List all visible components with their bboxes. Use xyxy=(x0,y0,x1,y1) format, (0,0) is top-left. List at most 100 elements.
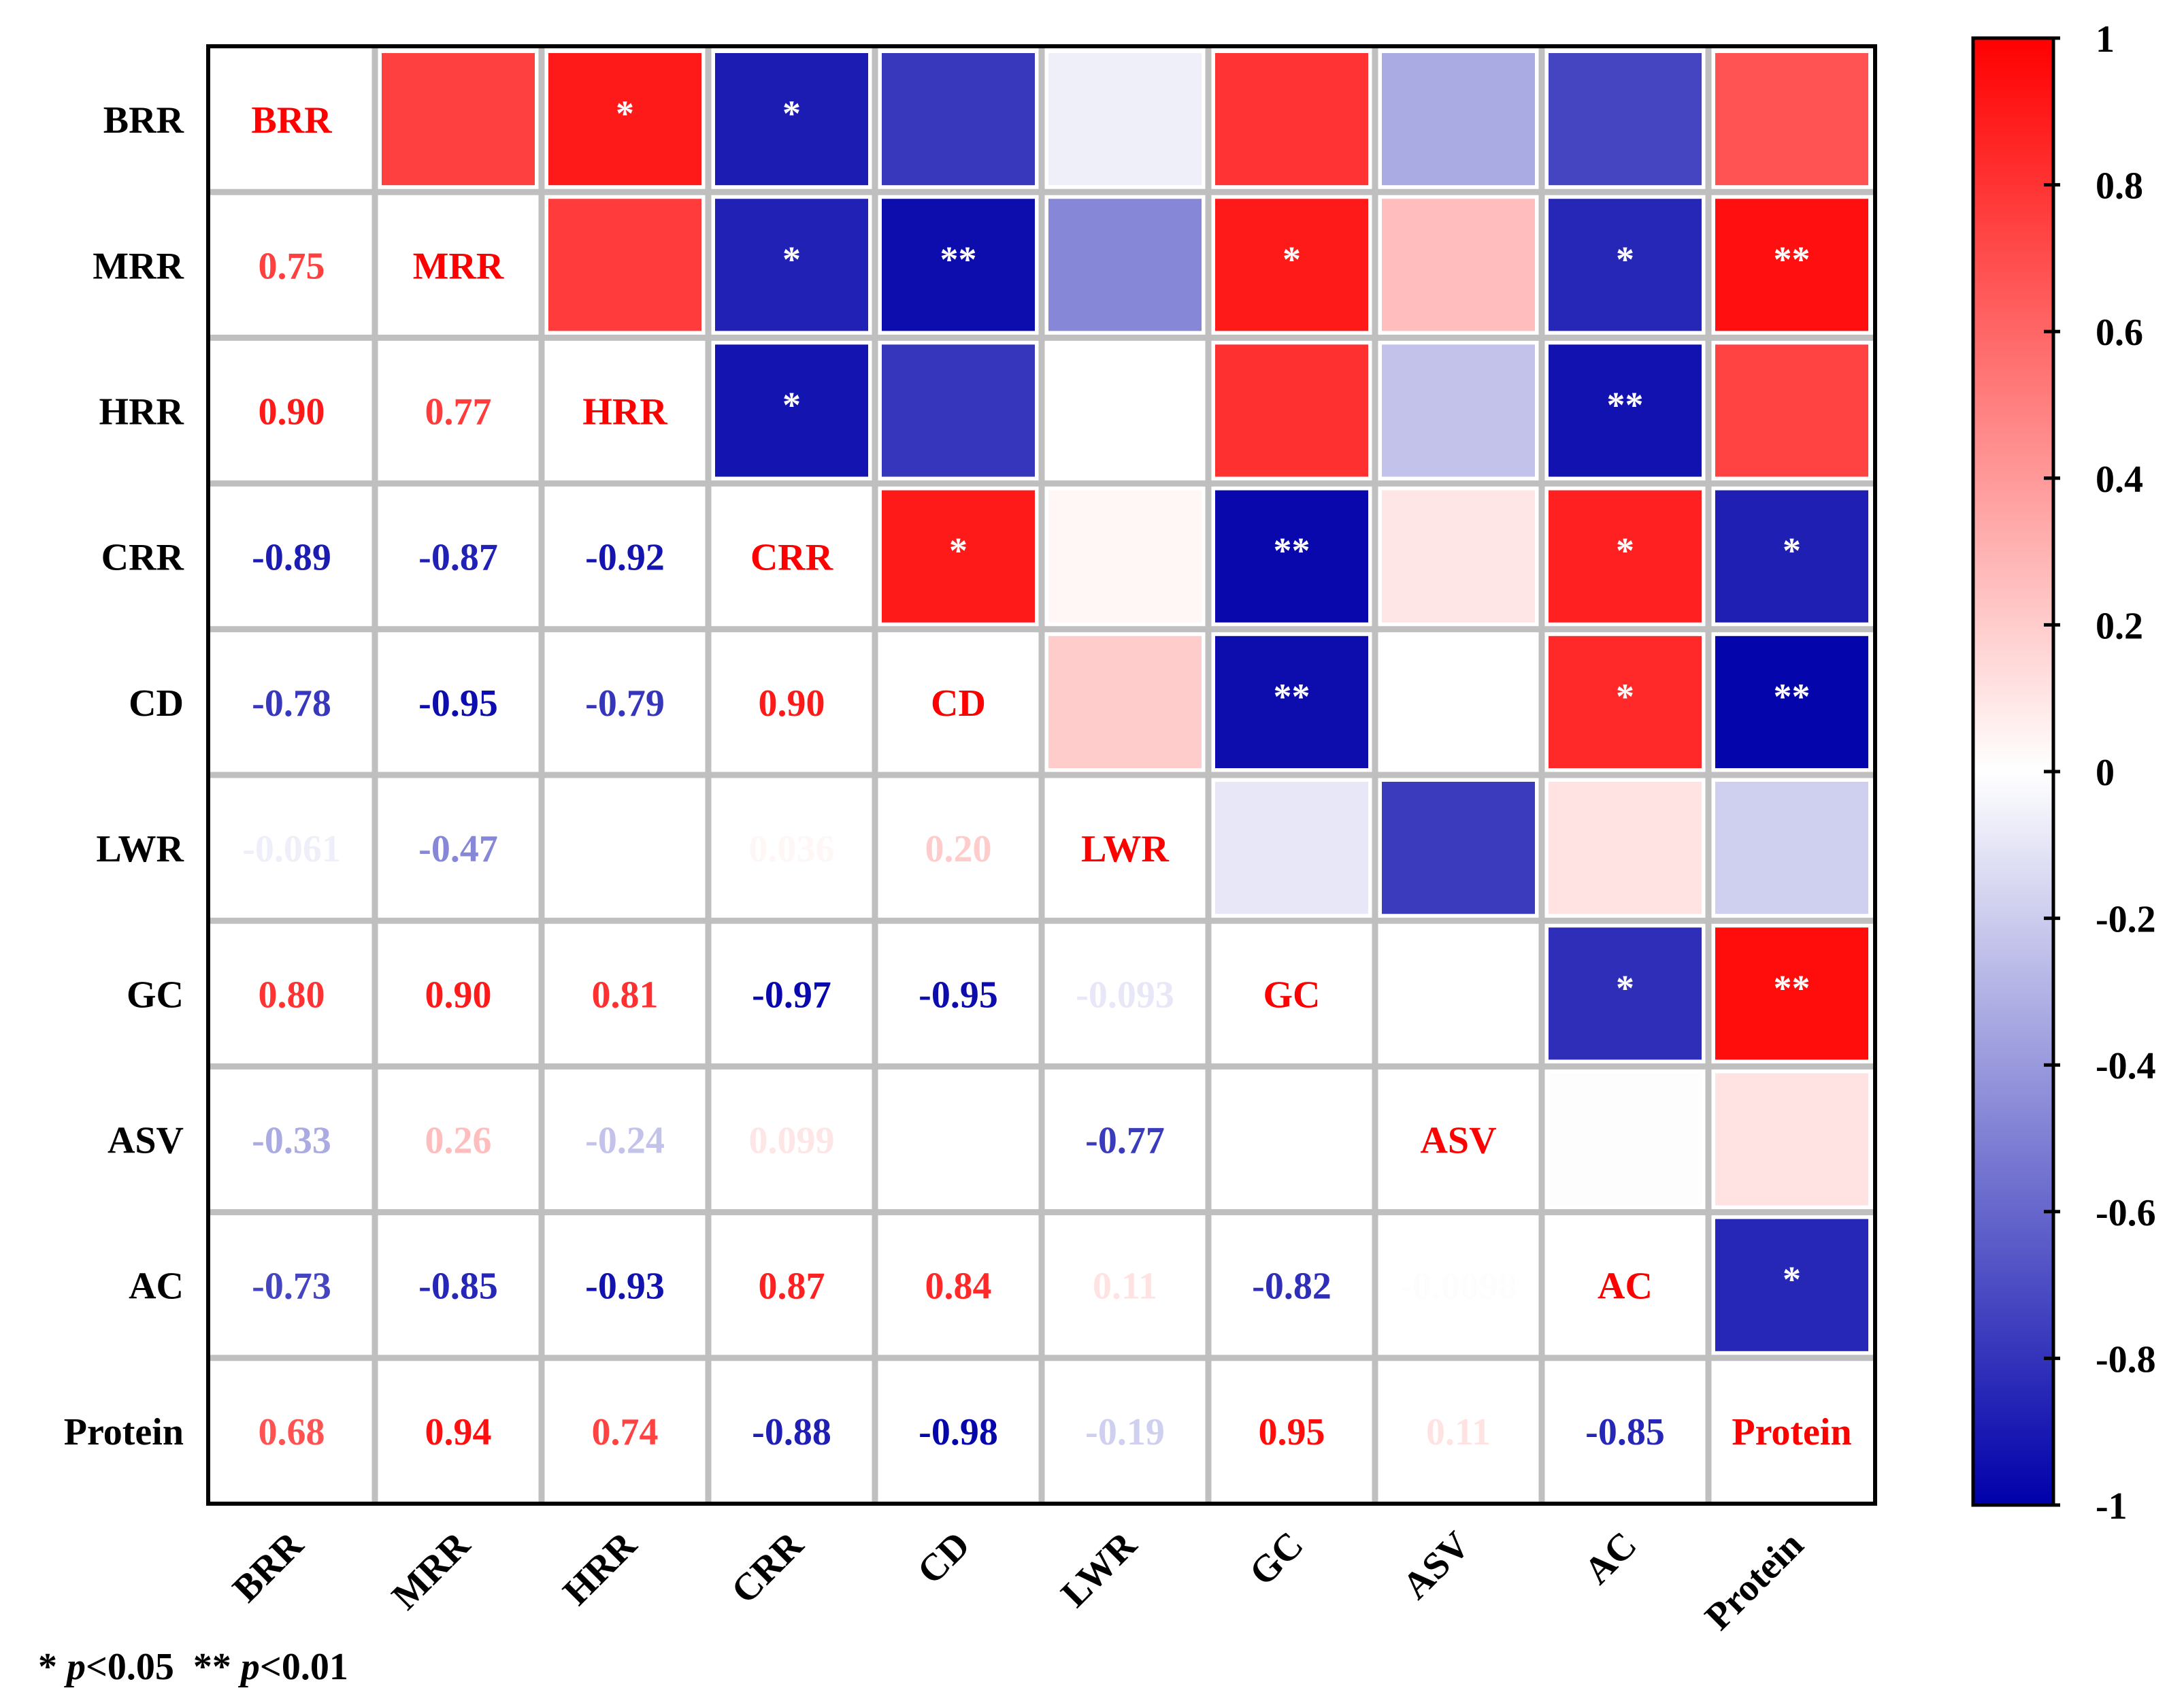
correlation-value-label: -0.95 xyxy=(919,974,998,1016)
significance-marker: * xyxy=(616,93,634,134)
colorbar-gradient xyxy=(1971,36,2055,1507)
significance-note: * p<0.05 ** p<0.01 xyxy=(38,1645,348,1689)
correlation-value-label: -0.92 xyxy=(585,537,665,579)
heatmap-cell xyxy=(1048,490,1202,623)
colorbar-tick-label: -0.8 xyxy=(2096,1338,2156,1381)
correlation-value-label: -0.88 xyxy=(752,1411,831,1453)
correlation-value-label: 0.036 xyxy=(749,828,835,870)
sig-note-threshold-2: <0.01 xyxy=(259,1646,348,1688)
significance-marker: * xyxy=(782,239,801,280)
correlation-value-label: 0.20 xyxy=(925,828,992,870)
significance-marker: * xyxy=(782,93,801,134)
correlation-value-label: -0.78 xyxy=(252,682,331,725)
row-label: AC xyxy=(129,1266,184,1308)
row-label: HRR xyxy=(99,391,184,433)
heatmap-cell xyxy=(1048,53,1202,186)
correlation-value-label: 0.26 xyxy=(425,1120,492,1162)
diagonal-label: GC xyxy=(1263,974,1321,1016)
heatmap-cell xyxy=(715,344,868,477)
heatmap-cell xyxy=(1215,199,1368,331)
significance-marker: * xyxy=(1616,531,1634,572)
heatmap-cell xyxy=(882,344,1035,477)
row-label: GC xyxy=(127,974,184,1016)
colorbar-tick-label: 0.2 xyxy=(2096,605,2143,647)
row-label: BRR xyxy=(103,99,184,142)
colorbar-tick-label: 0 xyxy=(2096,752,2115,794)
heatmap-frame xyxy=(206,44,1877,1506)
correlation-value-label: -0.73 xyxy=(252,1266,331,1308)
significance-marker: * xyxy=(1783,531,1801,572)
correlation-value-label: 0.80 xyxy=(259,974,325,1016)
diagonal-label: CD xyxy=(931,682,986,725)
diagonal-label: CRR xyxy=(750,537,833,579)
correlation-value-label: -0.87 xyxy=(418,537,498,579)
heatmap-cell xyxy=(1382,199,1535,331)
significance-marker: * xyxy=(782,385,801,426)
heatmap-cell xyxy=(1549,927,1702,1060)
correlation-value-label: 0.11 xyxy=(1093,1266,1157,1308)
colorbar-tick-label: 0.6 xyxy=(2096,312,2143,354)
heatmap-cell xyxy=(1715,1219,1868,1351)
significance-marker: * xyxy=(1616,968,1634,1008)
heatmap-cell xyxy=(1382,344,1535,477)
heatmap-cell xyxy=(1549,199,1702,331)
heatmap-cell xyxy=(1382,782,1535,914)
sig-note-threshold-1: <0.05 xyxy=(86,1646,174,1688)
heatmap-cell xyxy=(1382,490,1535,623)
diagonal-label: HRR xyxy=(582,391,667,433)
correlation-value-label: -0.98 xyxy=(919,1411,998,1453)
diagonal-label: Protein xyxy=(1732,1411,1851,1453)
heatmap-cell xyxy=(1048,344,1202,477)
heatmap-grid xyxy=(208,46,1875,1504)
heatmap-cells xyxy=(382,53,1868,1351)
correlation-value-label: 0.74 xyxy=(592,1411,659,1453)
heatmap-cell xyxy=(1215,490,1368,623)
significance-marker: ** xyxy=(1774,676,1810,717)
diagonal-label: ASV xyxy=(1420,1120,1496,1162)
correlation-value-label: -0.95 xyxy=(418,682,498,725)
significance-marker: ** xyxy=(1274,676,1310,717)
significance-marker: ** xyxy=(1774,968,1810,1008)
correlation-value-label: -0.85 xyxy=(1585,1411,1665,1453)
correlation-value-label: -0.85 xyxy=(418,1266,498,1308)
heatmap-cell xyxy=(548,53,701,186)
colorbar-tick-label: -0.4 xyxy=(2096,1045,2156,1087)
significance-marker: ** xyxy=(1274,531,1310,572)
heatmap-cell xyxy=(1715,199,1868,331)
diagonal-label: BRR xyxy=(251,99,332,142)
heatmap-cell xyxy=(1715,635,1868,768)
heatmap-cell xyxy=(1715,490,1868,623)
correlation-value-label: 0.77 xyxy=(425,391,492,433)
heatmap-cell xyxy=(1549,490,1702,623)
correlation-value-label: -0.93 xyxy=(585,1266,665,1308)
correlation-value-label: -0.19 xyxy=(1085,1411,1165,1453)
diagonal-label: MRR xyxy=(413,245,504,287)
heatmap-cell xyxy=(1382,53,1535,186)
heatmap-cell xyxy=(882,490,1035,623)
heatmap-cell xyxy=(548,199,701,331)
heatmap-cell xyxy=(882,199,1035,331)
heatmap-cell xyxy=(1382,927,1535,1060)
correlation-value-label: 0.94 xyxy=(425,1411,492,1453)
correlation-value-label: 0.11 xyxy=(1426,1411,1491,1453)
correlation-value-label: 0.68 xyxy=(259,1411,325,1453)
heatmap-cell xyxy=(1715,782,1868,914)
correlation-value-label: -0.77 xyxy=(1085,1120,1165,1162)
significance-marker: * xyxy=(1616,239,1634,280)
heatmap-cell xyxy=(1215,782,1368,914)
heatmap-cell xyxy=(1715,927,1868,1060)
sig-note-mark-2: ** xyxy=(193,1646,231,1688)
sig-note-mark-1: * xyxy=(38,1646,57,1688)
correlation-value-label: -0.24 xyxy=(585,1120,665,1162)
significance-marker: ** xyxy=(1607,385,1644,426)
significance-marker: * xyxy=(1783,1259,1801,1300)
correlation-value-label: -0.79 xyxy=(585,682,665,725)
correlation-value-label: -0.0098 xyxy=(1400,1266,1517,1308)
correlation-value-label: 0.87 xyxy=(759,1266,825,1308)
correlation-value-label: 0.90 xyxy=(425,974,492,1016)
colorbar-tick-label: -1 xyxy=(2096,1485,2128,1527)
correlation-value-label: 0.75 xyxy=(259,245,325,287)
heatmap-cell xyxy=(1215,344,1368,477)
heatmap-cell xyxy=(1715,344,1868,477)
heatmap-cell xyxy=(1715,1073,1868,1206)
